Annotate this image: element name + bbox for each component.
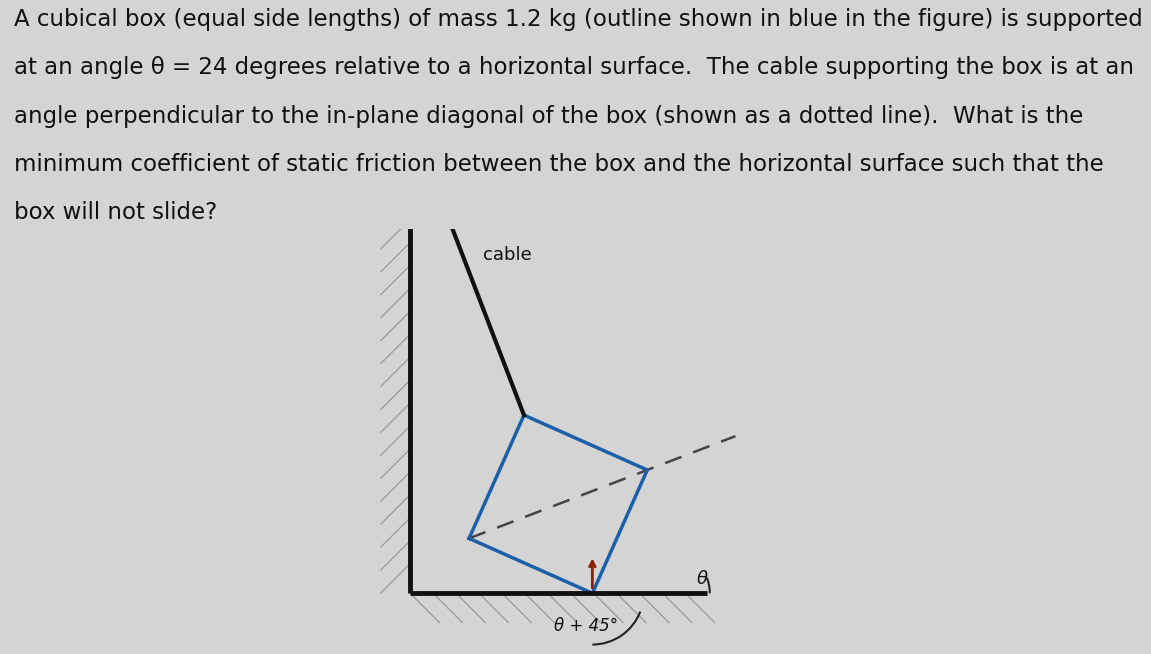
Text: at an angle θ = 24 degrees relative to a horizontal surface.  The cable supporti: at an angle θ = 24 degrees relative to a… <box>14 56 1134 79</box>
Text: minimum coefficient of static friction between the box and the horizontal surfac: minimum coefficient of static friction b… <box>14 153 1104 176</box>
Text: θ: θ <box>696 570 707 588</box>
Text: angle perpendicular to the in-plane diagonal of the box (shown as a dotted line): angle perpendicular to the in-plane diag… <box>14 105 1083 128</box>
Text: A cubical box (equal side lengths) of mass 1.2 kg (outline shown in blue in the : A cubical box (equal side lengths) of ma… <box>14 8 1143 31</box>
Text: cable: cable <box>483 246 532 264</box>
Text: θ + 45°: θ + 45° <box>554 617 618 635</box>
Text: box will not slide?: box will not slide? <box>14 201 218 224</box>
